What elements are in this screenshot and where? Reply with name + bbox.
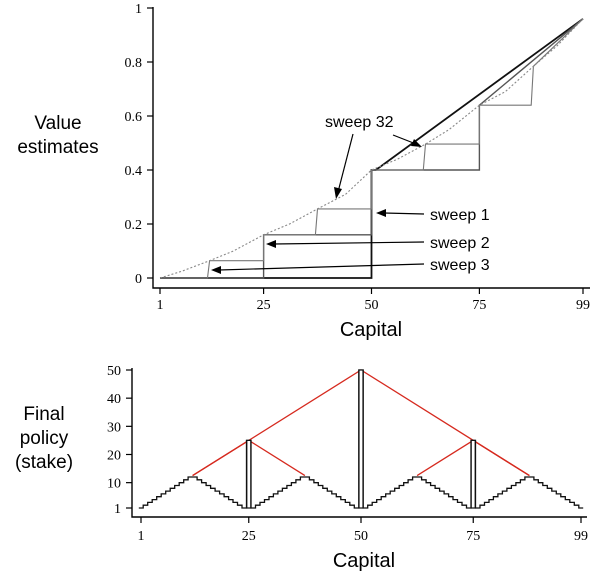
top-y-ticks: 0 0.2 0.4 0.6 0.8 1 [125, 2, 153, 287]
top-x-ticks: 1 25 50 75 99 [157, 288, 590, 313]
bottom-ytick-label: 1 [114, 502, 121, 517]
annotation-sweep-32-arrowhead-left [334, 187, 342, 199]
annotation-sweep-2-arrow [273, 241, 425, 245]
annotation-sweep-3-arrow [218, 263, 425, 271]
annotation-sweep-1-arrow [383, 212, 425, 215]
annotation-sweep-32: sweep 32 [325, 114, 422, 199]
annotation-sweep-1: sweep 1 [376, 207, 490, 224]
bottom-ytick-label: 40 [107, 392, 121, 407]
bottom-ytick-label: 30 [107, 420, 121, 435]
top-xtick-label: 1 [157, 298, 164, 313]
policy-spike-capital-75 [470, 439, 476, 509]
annotation-sweep-1-label: sweep 1 [430, 207, 490, 224]
bottom-ylabel-line1: Final [23, 404, 64, 425]
annotation-sweep-32-label: sweep 32 [325, 114, 394, 131]
annotation-sweep-2: sweep 2 [266, 235, 490, 252]
bottom-x-ticks: 1 25 50 75 99 [138, 517, 588, 544]
top-ytick-label: 0.2 [125, 218, 143, 233]
top-series-group [159, 18, 584, 279]
top-ytick-label: 0.4 [125, 164, 143, 179]
series-line-sweep-32 [159, 18, 584, 279]
bottom-ytick-label: 10 [107, 477, 121, 492]
bottom-series-group [138, 369, 584, 509]
final-policy-chart: 1 10 20 30 40 50 1 25 50 75 99 Final policy (stak… [15, 364, 588, 572]
series-line-sweep-1 [160, 18, 584, 279]
top-ytick-label: 1 [135, 2, 142, 17]
bottom-ylabel-line3: (stake) [15, 452, 73, 473]
top-xtick-label: 50 [365, 298, 379, 313]
annotation-sweep-32-arrow-left [337, 133, 354, 193]
top-ylabel-line1: Value [34, 113, 81, 134]
top-xtick-label: 25 [257, 298, 271, 313]
annotation-sweep-32-arrow-right [392, 134, 417, 145]
top-ylabel-line2: estimates [17, 137, 98, 158]
bottom-y-ticks: 1 10 20 30 40 50 [107, 364, 132, 517]
annotation-sweep-2-label: sweep 2 [430, 235, 490, 252]
policy-spike-capital-25 [246, 439, 252, 509]
bottom-xtick-label: 50 [354, 529, 368, 544]
top-xlabel: Capital [340, 319, 402, 341]
top-xtick-label: 99 [576, 298, 590, 313]
top-xtick-label: 75 [472, 298, 486, 313]
top-ytick-label: 0.8 [125, 56, 143, 71]
policy-spike-capital-50 [358, 369, 364, 509]
annotation-sweep-1-arrowhead [376, 209, 386, 217]
bottom-xtick-label: 75 [466, 529, 480, 544]
top-ytick-label: 0.6 [125, 110, 143, 125]
bottom-xtick-label: 25 [242, 529, 256, 544]
annotation-sweep-2-arrowhead [266, 240, 276, 248]
series-line-sweep-3 [160, 18, 584, 279]
top-axes-frame [152, 7, 590, 289]
bottom-ylabel-line2: policy [20, 428, 69, 449]
bottom-xlabel: Capital [333, 550, 395, 572]
bottom-xtick-label: 1 [138, 529, 145, 544]
bottom-axes-frame [131, 368, 587, 518]
annotation-sweep-3-label: sweep 3 [430, 257, 490, 274]
annotation-sweep-32-arrowhead-right [411, 139, 422, 147]
bottom-ytick-label: 20 [107, 448, 121, 463]
value-estimates-chart: 0 0.2 0.4 0.6 0.8 1 1 25 50 75 99 Value estimates… [17, 2, 590, 341]
annotation-sweep-3: sweep 3 [211, 257, 490, 274]
bottom-ytick-label: 50 [107, 364, 121, 379]
annotation-sweep-3-arrowhead [211, 266, 221, 274]
top-ytick-label: 0 [135, 272, 142, 287]
bottom-xtick-label: 99 [574, 529, 588, 544]
